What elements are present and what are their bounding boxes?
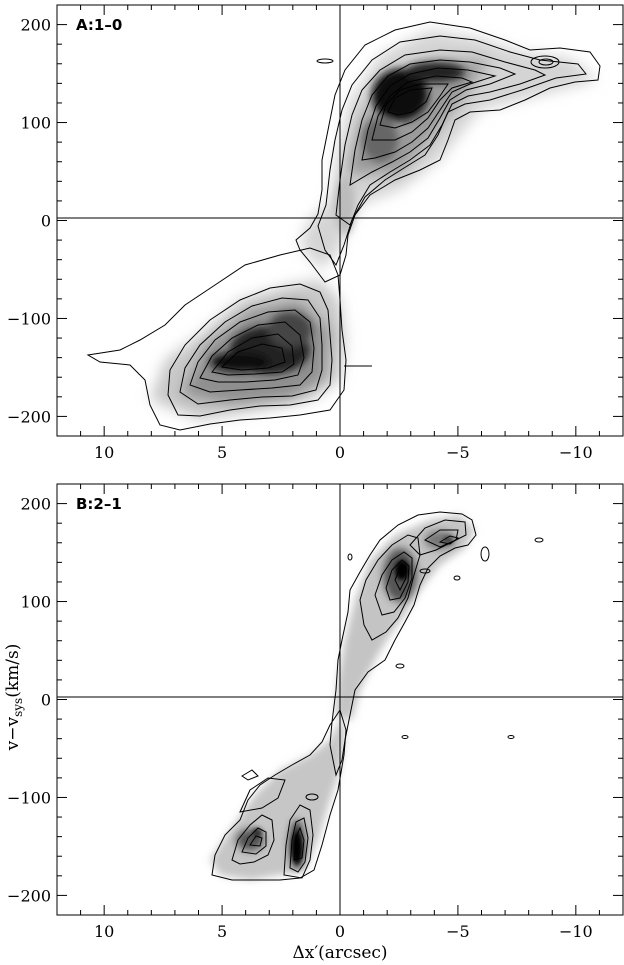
y-tick-label: 100 [20,114,51,133]
y-axis-title-unit: (km/s) [3,644,23,698]
x-tick-label: −10 [559,922,593,941]
y-tick-label: −200 [7,407,51,426]
x-tick-label: −10 [559,443,593,462]
y-tick-label: 0 [41,212,51,231]
svg-text:v−vsys(km/s): v−vsys(km/s) [3,644,25,752]
panel-b-y-ticks: 200 100 0 −100 −200 [7,483,623,916]
y-axis-title-subscript: sys [11,698,25,717]
y-tick-label: 0 [41,691,51,710]
panel-a-x-ticks: 10 5 0 −5 −10 [56,5,624,462]
x-axis-title: Δx′(arcsec) [292,943,387,963]
x-tick-label: 10 [94,922,114,941]
x-tick-label: 5 [217,443,227,462]
y-tick-label: 200 [20,495,51,514]
x-tick-label: 0 [335,443,345,462]
panel-b-emission [210,511,544,881]
x-tick-label: −5 [446,443,470,462]
x-tick-label: −5 [446,922,470,941]
panel-a: A:1–0 10 5 0 −5 −10 200 100 0 −100 −200 [7,4,624,462]
y-tick-label: 200 [20,16,51,35]
x-tick-label: 0 [335,922,345,941]
panel-a-y-ticks: 200 100 0 −100 −200 [7,4,623,437]
panel-b-contours [211,511,544,881]
y-tick-label: −200 [7,886,51,905]
panel-b-label: B:2–1 [76,495,122,513]
y-axis-title: v−vsys(km/s) [3,644,25,752]
x-tick-label: 10 [94,443,114,462]
y-tick-label: −100 [7,788,51,807]
panel-a-emission [86,21,601,431]
x-tick-label: 5 [217,922,227,941]
y-tick-label: −100 [7,309,51,328]
y-tick-label: 100 [20,593,51,612]
y-axis-title-main: v−v [3,717,23,752]
panel-a-label: A:1–0 [76,16,122,34]
panel-b: B:2–1 10 5 0 −5 −10 200 100 0 −100 −200 [7,483,624,941]
panel-b-x-ticks: 10 5 0 −5 −10 [56,484,624,941]
panel-a-contours [86,21,601,431]
